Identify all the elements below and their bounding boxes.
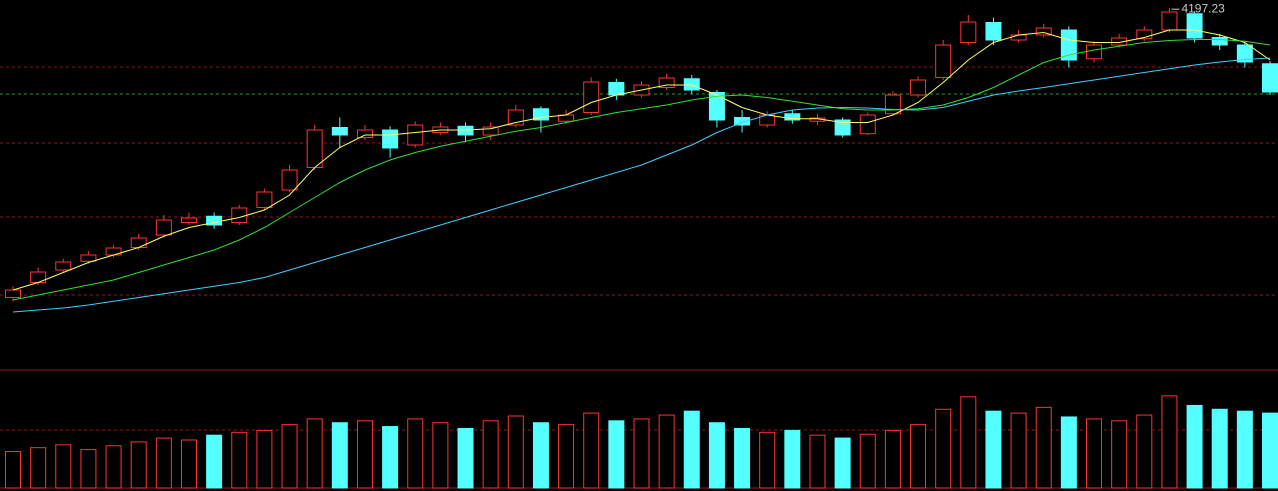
candle-body [1035,27,1052,36]
volume-bar [583,412,600,489]
volume-bar [1211,408,1228,489]
candle-body [784,113,801,121]
volume-bar [1010,412,1027,489]
volume-bar [180,439,197,489]
candle-body [910,79,927,96]
candle-body [306,129,323,168]
volume-bar [633,418,650,489]
volume-bar [306,418,323,489]
volume-bar [708,422,725,489]
volume-bar [382,426,399,489]
candle-body [1262,63,1278,93]
volume-bar [1136,414,1153,489]
volume-bar [960,396,977,489]
volume-bar [784,429,801,489]
candle-body [1161,11,1178,31]
volume-bar [1161,395,1178,489]
candle-body [1211,37,1228,46]
candle-body [859,114,876,135]
volume-bar [1086,418,1103,489]
candle-body [155,219,172,236]
candle-body [734,117,751,126]
volume-bar [331,422,348,489]
volume-bar [834,437,851,489]
candle-body [55,261,72,271]
candle-body [708,92,725,121]
candle-body [985,22,1002,41]
candle-body [331,127,348,136]
volume-bar [683,410,700,489]
volume-bar [608,420,625,489]
candle-body [1010,34,1027,41]
candle-body [256,191,273,208]
volume-bar [482,420,499,489]
volume-bar [1236,410,1253,489]
candle-body [658,77,675,88]
candle-body [884,94,901,115]
volume-bar [457,427,474,489]
candle-body [5,289,21,298]
candle-body [281,169,298,191]
volume-bar [356,420,373,489]
candle-body [356,129,373,138]
volume-bar [256,429,273,489]
volume-bar [507,415,524,489]
candle-body [935,44,952,78]
volume-bar [30,447,47,489]
volume-bar [759,431,776,489]
candle-body [457,125,474,136]
candle-body [80,254,97,262]
volume-bar [55,444,72,489]
volume-bar [558,424,575,489]
volume-bar [884,429,901,489]
volume-bar [432,422,449,489]
volume-bar [935,408,952,489]
candle-body [1236,44,1253,63]
candle-body [180,217,197,223]
volume-bar [809,434,826,489]
volume-bar [1186,404,1203,489]
volume-bar [1111,420,1128,489]
volume-bar [910,424,927,489]
candle-body [407,124,424,146]
moving-average [12,39,1271,301]
volume-bar [1262,412,1278,489]
candle-body [583,81,600,113]
high-label: 4197.23 [1181,1,1225,15]
volume-bar [658,414,675,489]
candle-body [608,82,625,96]
candle-body [231,207,248,223]
volume-bar [155,437,172,489]
volume-bar [231,431,248,489]
candle-body [382,129,399,149]
volume-bar [1035,406,1052,489]
volume-bar [1060,416,1077,489]
volume-bar [407,418,424,489]
candle-body [960,21,977,43]
volume-bar [734,427,751,489]
volume-bar [130,441,147,489]
candle-body [683,78,700,91]
candle-body [482,126,499,136]
candle-body [1136,29,1153,40]
volume-bar [80,449,97,489]
volume-bar [859,433,876,489]
moving-average [12,29,1271,291]
volume-bar [5,451,21,489]
candle-body [1060,29,1077,61]
candle-body [1186,13,1203,39]
volume-bar [281,424,298,489]
candle-body [130,237,147,248]
volume-bar [532,422,549,489]
volume-bar [985,410,1002,489]
candle-body [1086,44,1103,60]
candle-body [834,119,851,136]
volume-bar [206,434,223,489]
candle-body [532,108,549,121]
moving-average [12,57,1271,313]
volume-bar [105,445,122,489]
